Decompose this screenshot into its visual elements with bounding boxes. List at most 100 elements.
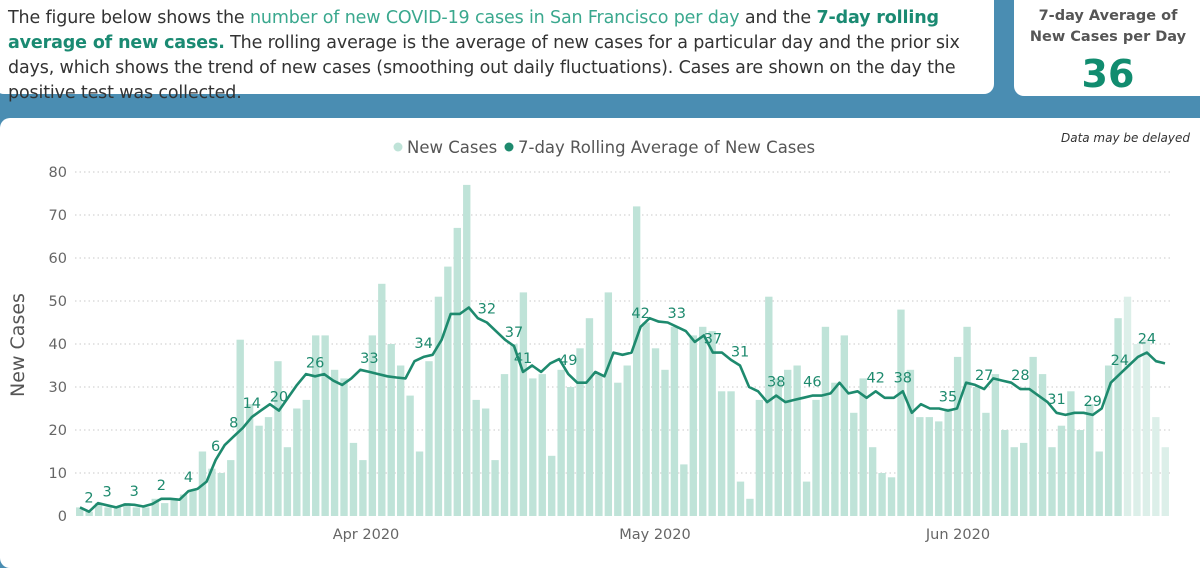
new-cases-bar bbox=[85, 511, 93, 516]
new-cases-bar bbox=[415, 451, 424, 516]
new-cases-bar bbox=[821, 326, 830, 516]
new-cases-bar bbox=[717, 391, 726, 516]
new-cases-bar bbox=[868, 447, 877, 516]
new-cases-bar bbox=[859, 378, 867, 516]
rolling-average-data-label: 33 bbox=[360, 351, 378, 367]
new-cases-bar bbox=[557, 369, 565, 516]
new-cases-bars bbox=[76, 184, 1169, 516]
x-axis-ticks: Apr 2020 May 2020 Jun 2020 bbox=[333, 527, 990, 543]
new-cases-bar bbox=[850, 412, 858, 516]
new-cases-bar bbox=[359, 460, 367, 516]
new-cases-bar bbox=[123, 503, 131, 516]
new-cases-bar bbox=[585, 318, 594, 516]
new-cases-bar bbox=[1076, 430, 1085, 516]
new-cases-bar bbox=[1048, 447, 1056, 516]
rolling-average-data-label: 49 bbox=[559, 353, 577, 369]
new-cases-bar bbox=[614, 382, 622, 516]
rolling-average-data-label: 35 bbox=[939, 390, 957, 406]
rolling-average-line bbox=[79, 306, 1166, 513]
new-cases-bar bbox=[340, 378, 348, 516]
new-cases-bar bbox=[1086, 404, 1094, 516]
new-cases-bar bbox=[283, 447, 292, 516]
new-cases-bar bbox=[274, 361, 282, 516]
new-cases-bar bbox=[434, 296, 443, 516]
rolling-average-data-label: 8 bbox=[229, 415, 238, 431]
new-cases-bar bbox=[76, 507, 84, 516]
legend-rolling-average-swatch bbox=[504, 142, 514, 152]
new-cases-bar bbox=[1161, 447, 1169, 516]
description-part-3: The rolling average is the average of ne… bbox=[8, 33, 960, 103]
description-part-1: The figure below shows the bbox=[8, 8, 250, 28]
new-cases-bar bbox=[699, 326, 707, 516]
new-cases-bar bbox=[802, 481, 811, 516]
rolling-average-highlight: 7-day rolling average of new cases. bbox=[8, 8, 939, 53]
rolling-average-data-label: 28 bbox=[1011, 368, 1029, 384]
new-cases-bar bbox=[453, 227, 461, 516]
new-cases-bar bbox=[510, 344, 518, 516]
new-cases-bar bbox=[897, 309, 905, 516]
new-cases-bar bbox=[566, 387, 575, 516]
new-cases-bar bbox=[746, 498, 754, 516]
new-cases-bar bbox=[349, 442, 358, 516]
rolling-average-data-label: 20 bbox=[270, 390, 288, 406]
rolling-average-data-label: 2 bbox=[157, 478, 166, 494]
new-cases-bar bbox=[840, 335, 849, 516]
rolling-average-data-label: 42 bbox=[866, 370, 884, 386]
rolling-average-data-label: 31 bbox=[731, 345, 749, 361]
y-tick-label: 50 bbox=[49, 294, 67, 310]
new-cases-bar bbox=[538, 374, 546, 516]
new-cases-bar bbox=[1142, 339, 1151, 516]
new-cases-bar bbox=[444, 266, 452, 516]
new-cases-bar bbox=[642, 322, 650, 516]
chart-legend[interactable]: New Cases 7-day Rolling Average of New C… bbox=[393, 138, 816, 157]
y-tick-label: 30 bbox=[49, 380, 67, 396]
y-axis-label: New Cases bbox=[7, 293, 29, 397]
new-cases-bar bbox=[765, 296, 773, 516]
new-cases-bar bbox=[406, 395, 414, 516]
new-cases-bar bbox=[991, 374, 1000, 516]
new-cases-bar bbox=[727, 391, 735, 516]
new-cases-bar bbox=[179, 494, 188, 516]
new-cases-bar bbox=[1010, 447, 1018, 516]
new-cases-bar bbox=[94, 503, 103, 516]
new-cases-bar bbox=[160, 503, 169, 516]
rolling-average-data-label: 32 bbox=[478, 302, 496, 318]
new-cases-bar bbox=[1114, 318, 1122, 516]
new-cases-bar bbox=[651, 348, 660, 516]
y-axis-ticks: 0 10 20 30 40 50 60 70 80 bbox=[49, 165, 67, 525]
new-cases-bar bbox=[425, 361, 433, 516]
y-tick-label: 80 bbox=[49, 165, 67, 181]
y-tick-label: 0 bbox=[58, 509, 67, 525]
new-cases-bar bbox=[491, 460, 499, 516]
new-cases-bar bbox=[953, 356, 962, 516]
y-tick-label: 60 bbox=[49, 251, 67, 267]
new-cases-bar bbox=[784, 369, 792, 516]
rolling-average-data-label: 24 bbox=[1138, 332, 1156, 348]
new-cases-bar bbox=[368, 335, 377, 516]
rolling-average-data-label: 33 bbox=[668, 306, 686, 322]
rolling-average-data-label: 4 bbox=[184, 470, 193, 486]
rolling-average-data-label: 29 bbox=[1083, 394, 1101, 410]
x-tick-label: May 2020 bbox=[619, 527, 691, 543]
new-cases-bar bbox=[236, 339, 244, 516]
new-cases-bar bbox=[906, 369, 915, 516]
legend-rolling-average-label: 7-day Rolling Average of New Cases bbox=[518, 138, 815, 157]
rolling-average-data-label: 38 bbox=[894, 370, 912, 386]
new-cases-bar bbox=[170, 498, 178, 516]
new-cases-bar bbox=[680, 464, 688, 516]
new-cases-bar bbox=[1095, 451, 1103, 516]
new-cases-bar bbox=[142, 507, 150, 516]
legend-new-cases-swatch bbox=[393, 142, 403, 152]
rolling-average-data-label: 2 bbox=[84, 491, 93, 507]
new-cases-bar bbox=[104, 507, 112, 516]
rolling-average-data-label: 24 bbox=[1111, 353, 1129, 369]
y-tick-label: 10 bbox=[49, 466, 67, 482]
new-cases-bar bbox=[1038, 374, 1047, 516]
new-cases-bar bbox=[481, 408, 490, 516]
legend-new-cases-label: New Cases bbox=[407, 138, 497, 157]
new-cases-bar bbox=[264, 417, 273, 516]
x-tick-label: Apr 2020 bbox=[333, 527, 400, 543]
new-cases-bar bbox=[1104, 365, 1113, 516]
new-cases-bar bbox=[670, 326, 679, 516]
